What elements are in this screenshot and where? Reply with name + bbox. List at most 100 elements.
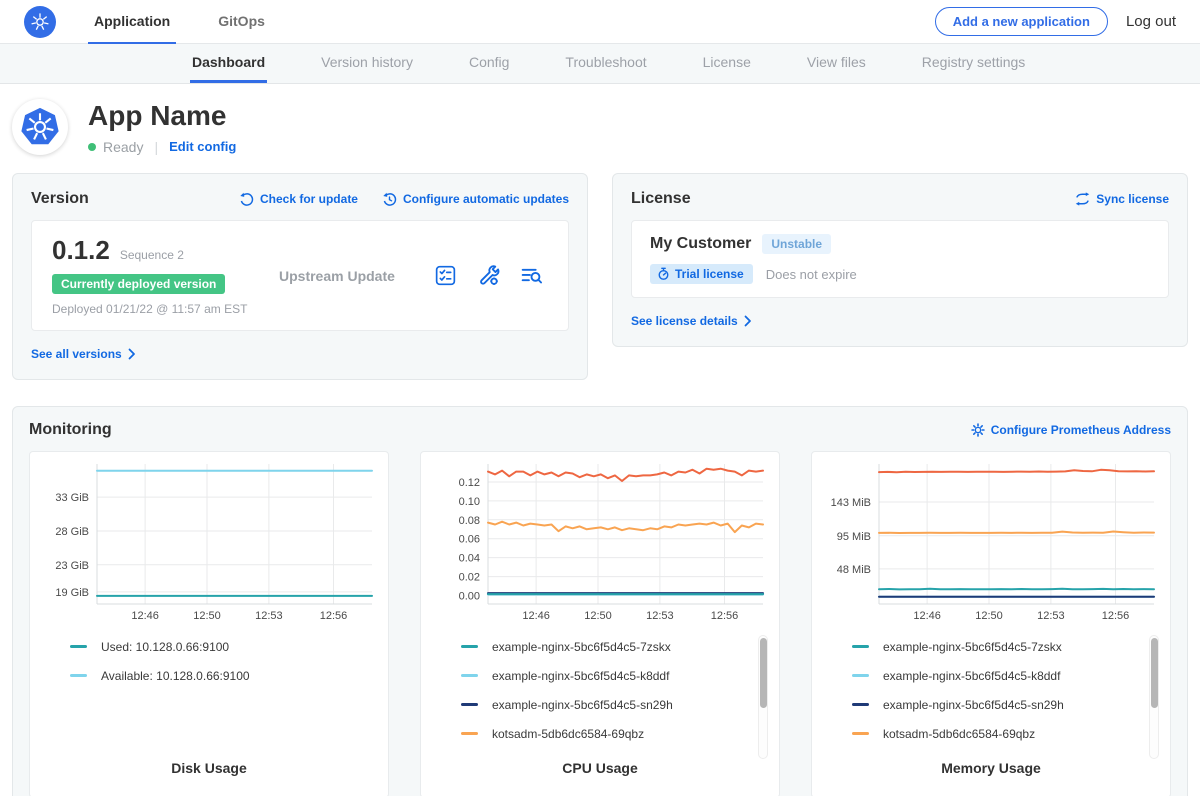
logout-link[interactable]: Log out bbox=[1126, 13, 1176, 30]
configure-prometheus-link[interactable]: Configure Prometheus Address bbox=[971, 423, 1171, 437]
version-number: 0.1.2 bbox=[52, 235, 110, 266]
legend-dash-icon bbox=[852, 732, 869, 735]
svg-text:12:56: 12:56 bbox=[711, 610, 739, 622]
customer-name: My Customer bbox=[650, 235, 751, 253]
legend-item: example-nginx-5bc6f5d4c5-k8ddf bbox=[852, 661, 1170, 690]
monitoring-card: Monitoring Configure Prometheus Address bbox=[12, 406, 1188, 796]
configure-automatic-updates-link[interactable]: Configure automatic updates bbox=[382, 192, 569, 207]
series-line bbox=[879, 589, 1154, 590]
legend-label: example-nginx-5bc6f5d4c5-7zskx bbox=[883, 640, 1062, 654]
check-for-update-link[interactable]: Check for update bbox=[239, 192, 358, 207]
chart-title-cpu-usage: CPU Usage bbox=[421, 760, 779, 776]
sync-icon bbox=[1075, 192, 1090, 206]
preflight-checks-icon[interactable] bbox=[433, 263, 458, 288]
auto-update-icon bbox=[382, 192, 397, 207]
svg-text:12:56: 12:56 bbox=[1102, 610, 1130, 622]
app-header: App Name Ready | Edit config bbox=[0, 84, 1200, 173]
svg-text:143 MiB: 143 MiB bbox=[831, 497, 871, 509]
chart-plot-cpu-usage: 0.120.100.080.060.040.020.0012:4612:5012… bbox=[421, 452, 779, 624]
chart-card-memory-usage: 143 MiB 95 MiB 48 MiB 12:46 12:50 12:53 12:56 e… bbox=[811, 451, 1171, 796]
legend-dash-icon bbox=[70, 645, 87, 648]
tab-view-files[interactable]: View files bbox=[805, 44, 868, 83]
license-type-badge: Trial license bbox=[650, 264, 753, 284]
svg-text:12:46: 12:46 bbox=[522, 610, 550, 622]
license-expiry: Does not expire bbox=[766, 267, 857, 282]
svg-text:33 GiB: 33 GiB bbox=[55, 492, 89, 504]
legend-item: Available: 10.128.0.66:9100 bbox=[70, 661, 388, 690]
license-panel: My Customer Unstable Tria bbox=[631, 220, 1169, 298]
svg-text:12:53: 12:53 bbox=[646, 610, 674, 622]
status-badge: Ready bbox=[103, 139, 143, 155]
chart-plot-disk-usage: 33 GiB28 GiB23 GiB19 GiB12:4612:5012:531… bbox=[30, 452, 388, 624]
svg-text:95 MiB: 95 MiB bbox=[837, 531, 871, 543]
legend-label: kotsadm-5db6dc6584-69qbz bbox=[883, 727, 1035, 741]
status-dot bbox=[88, 143, 96, 151]
kubernetes-logo-icon[interactable] bbox=[24, 6, 56, 38]
tab-registry-settings[interactable]: Registry settings bbox=[920, 44, 1027, 83]
legend-label: Used: 10.128.0.66:9100 bbox=[101, 640, 229, 654]
version-card: Version Check for update bbox=[12, 173, 588, 380]
edit-config-link[interactable]: Edit config bbox=[169, 139, 236, 154]
add-new-application-button[interactable]: Add a new application bbox=[935, 7, 1108, 36]
see-license-details-link[interactable]: See license details bbox=[631, 314, 752, 328]
legend-item: example-nginx-5bc6f5d4c5-7zskx bbox=[852, 632, 1170, 661]
deployed-timestamp: Deployed 01/21/22 @ 11:57 am EST bbox=[52, 302, 267, 316]
app-icon bbox=[12, 99, 68, 155]
chart-legend-disk-usage: Used: 10.128.0.66:9100 Available: 10.128.… bbox=[70, 632, 388, 690]
edit-config-wrench-icon[interactable] bbox=[476, 263, 501, 288]
chart-card-cpu-usage: 0.120.100.080.060.040.020.0012:4612:5012… bbox=[420, 451, 780, 796]
scrollbar-thumb[interactable] bbox=[1151, 638, 1158, 708]
legend-item: Used: 10.128.0.66:9100 bbox=[70, 632, 388, 661]
version-card-title: Version bbox=[31, 190, 89, 208]
legend-scrollbar[interactable] bbox=[1149, 635, 1159, 759]
legend-dash-icon bbox=[461, 674, 478, 677]
legend-label: example-nginx-5bc6f5d4c5-sn29h bbox=[492, 698, 673, 712]
tab-config[interactable]: Config bbox=[467, 44, 511, 83]
svg-text:12:53: 12:53 bbox=[1037, 610, 1065, 622]
svg-text:0.04: 0.04 bbox=[459, 553, 480, 565]
legend-item: kotsadm-5db6dc6584-69qbz bbox=[461, 719, 779, 748]
scrollbar-thumb[interactable] bbox=[760, 638, 767, 708]
legend-scrollbar[interactable] bbox=[758, 635, 768, 759]
svg-text:0.08: 0.08 bbox=[459, 515, 480, 527]
legend-item: kotsadm-5db6dc6584-69qbz bbox=[852, 719, 1170, 748]
tab-license[interactable]: License bbox=[701, 44, 753, 83]
svg-text:0.00: 0.00 bbox=[459, 590, 480, 602]
current-version-panel: 0.1.2 Sequence 2 Currently deployed vers… bbox=[31, 220, 569, 331]
tab-troubleshoot[interactable]: Troubleshoot bbox=[563, 44, 648, 83]
chart-title-memory-usage: Memory Usage bbox=[812, 760, 1170, 776]
svg-text:12:50: 12:50 bbox=[975, 610, 1003, 622]
legend-dash-icon bbox=[461, 732, 478, 735]
series-line bbox=[879, 470, 1154, 472]
series-line bbox=[488, 522, 763, 532]
tab-dashboard[interactable]: Dashboard bbox=[190, 44, 267, 83]
legend-item: example-nginx-5bc6f5d4c5-sn29h bbox=[852, 690, 1170, 719]
legend-label: example-nginx-5bc6f5d4c5-sn29h bbox=[883, 698, 1064, 712]
topnav-item-application[interactable]: Application bbox=[88, 0, 176, 44]
series-line bbox=[879, 532, 1154, 534]
legend-item: example-nginx-5bc6f5d4c5-k8ddf bbox=[461, 661, 779, 690]
svg-text:12:53: 12:53 bbox=[255, 610, 283, 622]
svg-text:0.10: 0.10 bbox=[459, 496, 480, 508]
topnav-item-gitops[interactable]: GitOps bbox=[212, 0, 271, 44]
see-all-versions-link[interactable]: See all versions bbox=[31, 347, 136, 361]
version-sequence: Sequence 2 bbox=[120, 248, 184, 262]
sync-license-link[interactable]: Sync license bbox=[1075, 192, 1169, 206]
svg-text:0.06: 0.06 bbox=[459, 534, 480, 546]
gear-icon bbox=[971, 423, 985, 437]
legend-label: example-nginx-5bc6f5d4c5-7zskx bbox=[492, 640, 671, 654]
view-logs-icon[interactable] bbox=[519, 263, 544, 288]
tab-version-history[interactable]: Version history bbox=[319, 44, 415, 83]
chart-title-disk-usage: Disk Usage bbox=[30, 760, 388, 776]
legend-label: kotsadm-5db6dc6584-69qbz bbox=[492, 727, 644, 741]
svg-text:28 GiB: 28 GiB bbox=[55, 526, 89, 538]
svg-text:12:46: 12:46 bbox=[131, 610, 159, 622]
svg-text:0.12: 0.12 bbox=[459, 477, 480, 489]
legend-item: example-nginx-5bc6f5d4c5-7zskx bbox=[461, 632, 779, 661]
svg-text:48 MiB: 48 MiB bbox=[837, 564, 871, 576]
deployed-badge: Currently deployed version bbox=[52, 274, 225, 294]
monitoring-title: Monitoring bbox=[29, 421, 112, 439]
legend-item: example-nginx-5bc6f5d4c5-sn29h bbox=[461, 690, 779, 719]
version-source: Upstream Update bbox=[267, 268, 433, 284]
svg-text:12:46: 12:46 bbox=[913, 610, 941, 622]
